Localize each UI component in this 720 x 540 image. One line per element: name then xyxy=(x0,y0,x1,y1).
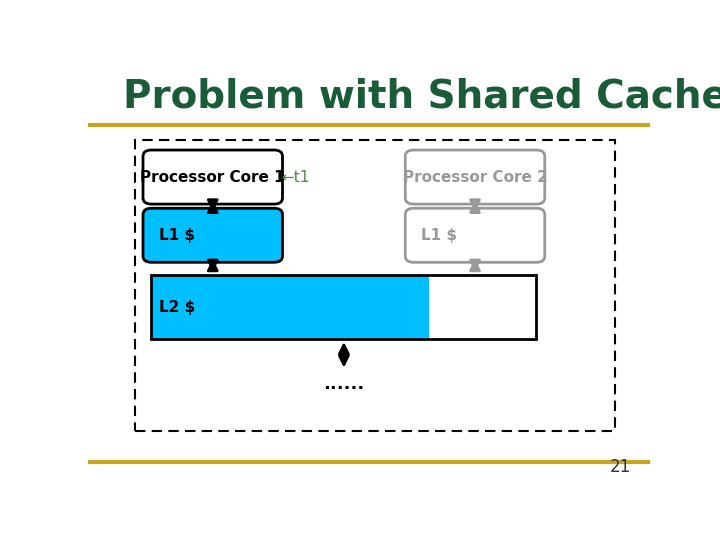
FancyBboxPatch shape xyxy=(143,208,282,262)
Bar xyxy=(151,275,428,339)
FancyBboxPatch shape xyxy=(405,208,545,262)
FancyBboxPatch shape xyxy=(143,150,282,204)
Text: Problem with Shared Caches: Problem with Shared Caches xyxy=(124,77,720,115)
Text: L1 $: L1 $ xyxy=(421,228,457,243)
FancyBboxPatch shape xyxy=(405,150,545,204)
Text: Processor Core 1: Processor Core 1 xyxy=(140,170,285,185)
Bar xyxy=(151,275,536,339)
Text: ......: ...... xyxy=(323,375,364,393)
Text: ←t1: ←t1 xyxy=(281,170,309,185)
Text: Processor Core 2: Processor Core 2 xyxy=(402,170,547,185)
Text: L2 $: L2 $ xyxy=(159,300,195,314)
Text: L1 $: L1 $ xyxy=(159,228,195,243)
Bar xyxy=(151,275,536,339)
Text: 21: 21 xyxy=(610,458,631,476)
Bar xyxy=(135,140,615,431)
